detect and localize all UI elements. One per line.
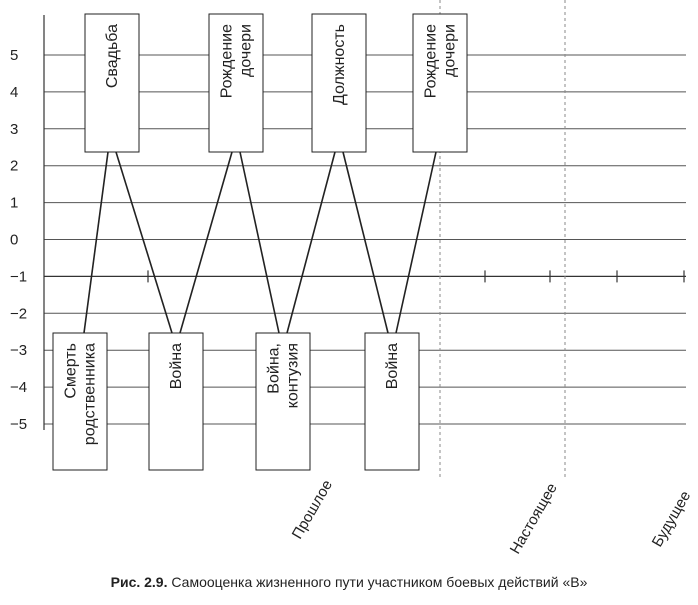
event-label: Рождение — [219, 24, 236, 98]
y-tick-label: −3 — [10, 342, 27, 359]
y-tick-label: −1 — [10, 268, 27, 285]
event-box-frame — [208, 13, 264, 153]
figure-caption: Рис. 2.9. Самооценка жизненного пути уча… — [0, 574, 698, 590]
event-box-frame — [255, 332, 311, 471]
y-tick-label: −2 — [10, 305, 27, 322]
y-tick-label: 4 — [10, 84, 18, 101]
connector-lines — [83, 151, 437, 334]
event-box: Должность — [311, 13, 367, 153]
period-label: Будущее — [649, 488, 695, 550]
event-connector-line — [115, 151, 173, 334]
event-label: Война — [168, 343, 185, 389]
event-label: Рождение — [423, 24, 440, 98]
event-box: Рождение дочери — [208, 13, 264, 153]
y-tick-label: 3 — [10, 121, 18, 138]
event-connector-line — [239, 151, 280, 334]
event-box: Война — [148, 332, 204, 471]
event-box-frame — [311, 13, 367, 153]
y-tick-label: 2 — [10, 158, 18, 175]
event-box-frame — [84, 13, 140, 153]
event-connector-line — [395, 151, 437, 334]
period-labels: Прошлое Настоящее Будущее — [289, 477, 695, 557]
event-connector-line — [83, 151, 109, 334]
event-label: Свадьба — [104, 24, 121, 88]
period-label: Прошлое — [289, 477, 336, 542]
y-tick-label: 5 — [10, 47, 18, 64]
event-box: Рождение дочери — [412, 13, 468, 153]
event-box-frame — [148, 332, 204, 471]
event-label: контузия — [285, 343, 302, 408]
y-tick-label: 0 — [10, 232, 18, 249]
event-connector-line — [342, 151, 389, 334]
figure-number: Рис. 2.9. — [110, 574, 168, 590]
event-label: дочери — [238, 24, 255, 77]
event-box: Смерть родственника — [52, 332, 108, 471]
axis-layer: 5 4 3 2 1 0 −1 −2 −3 −4 −5 — [10, 15, 685, 433]
event-label: родственника — [82, 343, 99, 445]
event-box-frame — [412, 13, 468, 153]
event-label: дочери — [442, 24, 459, 77]
event-label: Смерть — [63, 343, 80, 399]
event-box-frame — [52, 332, 108, 471]
y-tick-label: 1 — [10, 195, 18, 212]
event-box-frame — [364, 332, 420, 471]
event-box: Свадьба — [84, 13, 140, 153]
event-label: Война, — [266, 343, 283, 394]
event-label: Должность — [331, 24, 348, 105]
period-label: Настоящее — [507, 480, 561, 557]
event-connector-line — [286, 151, 336, 334]
event-box: Война — [364, 332, 420, 471]
y-tick-label: −5 — [10, 416, 27, 433]
event-box: Война, контузия — [255, 332, 311, 471]
figure-caption-text: Самооценка жизненного пути участником бо… — [171, 574, 588, 590]
y-tick-label: −4 — [10, 379, 27, 396]
event-connector-line — [179, 151, 233, 334]
event-label: Война — [384, 343, 401, 389]
